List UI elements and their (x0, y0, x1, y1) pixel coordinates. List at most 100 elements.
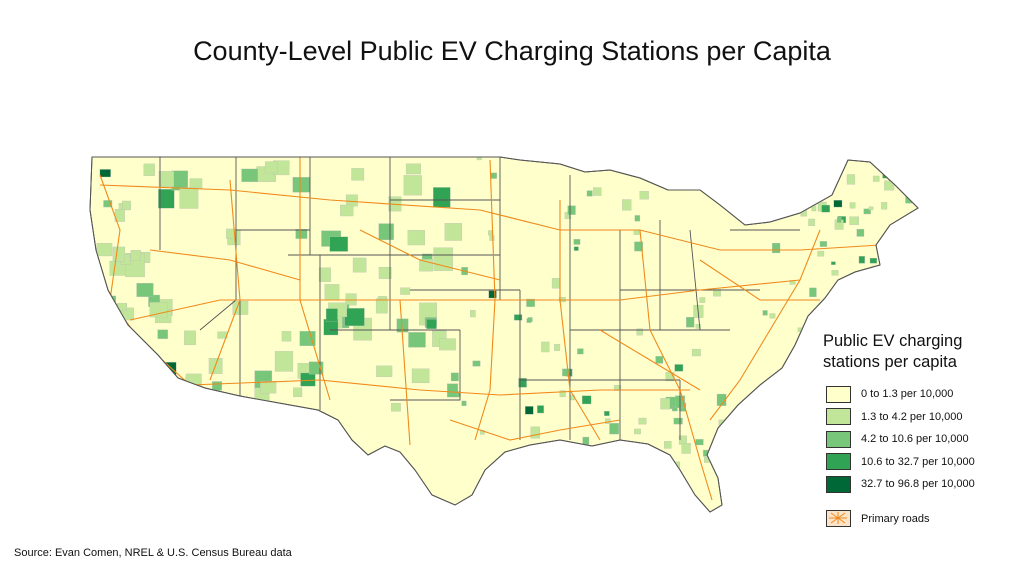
county-patch (716, 393, 727, 406)
county-patch (290, 456, 307, 470)
county-patch (869, 257, 878, 264)
county-patch (98, 295, 116, 309)
primary-road (359, 229, 501, 281)
legend-item: 10.6 to 32.7 per 10,000 (823, 451, 1023, 474)
county-patch (567, 480, 575, 489)
county-patch (609, 423, 619, 435)
county-patch (671, 406, 678, 412)
county-patch (143, 163, 155, 176)
county-patch (106, 461, 119, 476)
county-patch (731, 480, 737, 486)
primary-road (149, 249, 301, 281)
county-patch (376, 365, 393, 377)
county-patch (375, 298, 388, 314)
county-patch (768, 189, 777, 197)
county-patch (812, 343, 821, 350)
county-patch (97, 507, 112, 512)
county-patch (735, 445, 745, 453)
county-patch (846, 174, 856, 185)
primary-road (399, 299, 411, 446)
roads-swatch-icon (826, 510, 851, 528)
county-patch (673, 417, 683, 425)
county-patch (886, 241, 895, 252)
county-patch (802, 177, 810, 182)
county-patch (737, 163, 747, 175)
county-patch (856, 228, 865, 237)
county-patch (868, 206, 874, 211)
county-patch (739, 453, 748, 461)
county-patch (274, 351, 294, 372)
county-patch (526, 298, 535, 307)
legend-item: 1.3 to 4.2 per 10,000 (823, 406, 1023, 429)
county-patch (405, 163, 421, 175)
county-patch (530, 426, 540, 439)
legend-title-line2: stations per capita (823, 353, 957, 371)
primary-road (189, 379, 690, 396)
county-patch (526, 318, 532, 323)
county-patch (873, 267, 879, 275)
county-patch (825, 164, 835, 171)
county-patch (691, 348, 701, 357)
county-patch (226, 228, 236, 239)
county-patch (708, 173, 714, 178)
county-patch (717, 509, 726, 512)
legend-title-line1: Public EV charging (823, 332, 963, 350)
county-patch (155, 433, 166, 445)
county-patch (407, 230, 425, 246)
county-patch (115, 371, 135, 389)
county-patch (106, 483, 121, 496)
county-patch (905, 287, 915, 295)
county-patch (241, 502, 257, 512)
primary-road (299, 157, 331, 401)
county-patch (655, 356, 664, 364)
county-patch (90, 481, 105, 499)
county-patch (212, 381, 222, 391)
legend-item: 32.7 to 96.8 per 10,000 (823, 473, 1023, 496)
legend: Public EV charging stations per capita 0… (823, 331, 1023, 530)
county-patch (157, 329, 168, 339)
county-patch (554, 344, 561, 351)
county-patch (336, 508, 352, 512)
primary-road (209, 179, 241, 381)
legend-item: 0 to 1.3 per 10,000 (823, 383, 1023, 406)
county-patch (352, 257, 367, 273)
county-patch (917, 192, 918, 203)
county-patch (345, 293, 357, 306)
county-patch (433, 187, 451, 208)
map-title: County-Level Public EV Charging Stations… (193, 36, 831, 66)
county-patch (884, 180, 895, 191)
county-patch (90, 329, 100, 339)
primary-road (559, 200, 601, 441)
county-patch (112, 246, 126, 262)
county-patch (264, 161, 278, 174)
county-patch (582, 436, 590, 446)
county-patch (461, 400, 467, 406)
county-patch (769, 313, 776, 319)
county-patch (351, 168, 365, 181)
county-patch (768, 172, 778, 180)
county-patch (882, 168, 892, 179)
county-patch (762, 310, 768, 316)
us-land (89, 156, 919, 513)
county-patch (593, 187, 602, 196)
primary-road (129, 279, 801, 321)
primary-road (599, 329, 701, 391)
county-patch (559, 390, 566, 398)
county-patch (470, 310, 476, 318)
county-patch (490, 172, 497, 179)
county-patch (125, 374, 135, 387)
county-patch (122, 200, 131, 211)
county-patch (122, 446, 142, 467)
legend-swatch (826, 385, 851, 403)
county-patch (324, 284, 340, 300)
county-patch (378, 223, 394, 241)
state-border (689, 229, 701, 331)
county-patch (836, 217, 842, 223)
county-patch (299, 331, 316, 346)
county-patch (103, 200, 113, 208)
county-patch (902, 281, 912, 293)
county-patch (279, 423, 298, 439)
legend-swatch (826, 475, 851, 493)
county-patch (797, 416, 803, 421)
